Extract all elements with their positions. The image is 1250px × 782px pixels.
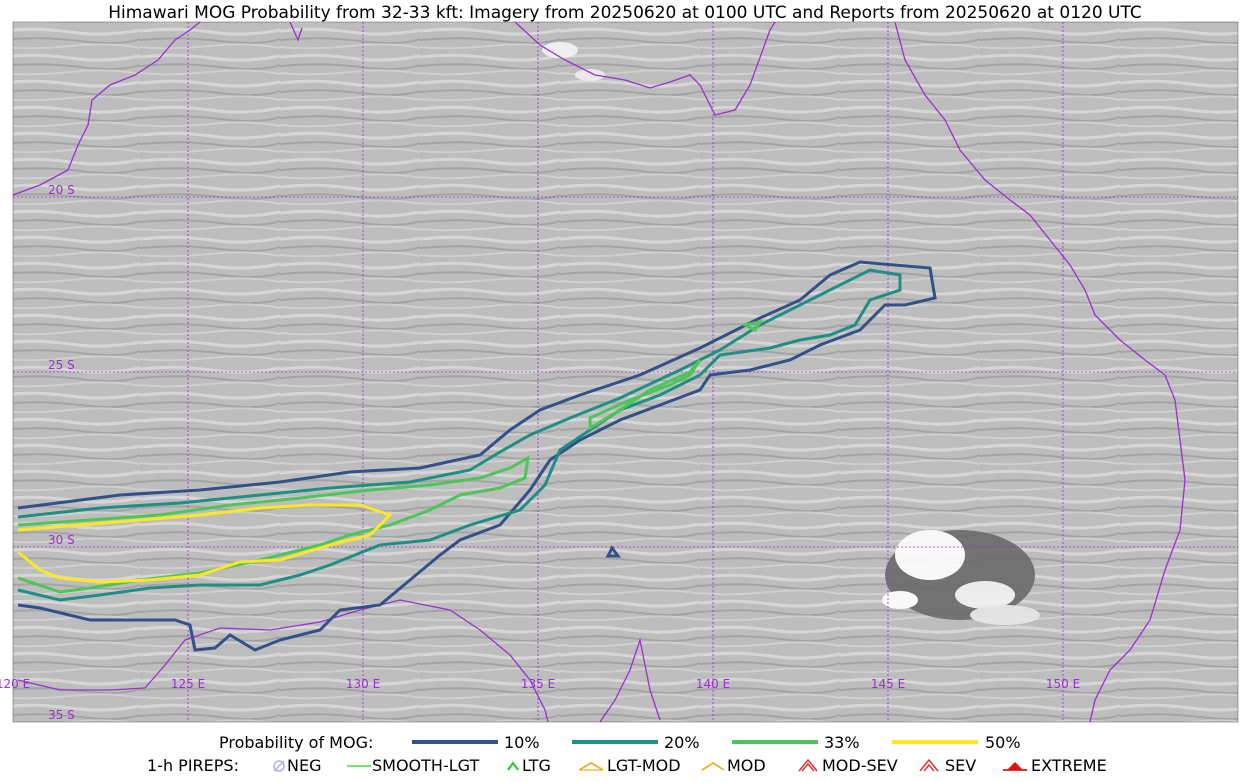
extreme-icon — [1003, 762, 1027, 771]
legend-swatch-20 — [572, 740, 658, 744]
pireps-legend-label: 1-h PIREPS: — [147, 756, 239, 775]
pirep-label-lgt-mod: LGT-MOD — [607, 756, 681, 775]
map-title: Himawari MOG Probability from 32-33 kft:… — [108, 3, 1142, 23]
mog-contour-20 — [17, 268, 902, 602]
lon-label-130e: 130 E — [346, 677, 380, 691]
lat-labels: 20 S 25 S 30 S 35 S — [48, 183, 75, 722]
lon-label-135e: 135 E — [521, 677, 555, 691]
lat-label-30s: 30 S — [48, 533, 75, 547]
pirep-label-mod-sev: MOD-SEV — [822, 756, 898, 775]
map-frame — [12, 21, 1239, 723]
mod-icon — [701, 761, 725, 771]
convective-cloud-cluster — [542, 42, 1040, 625]
mog-contour-10 — [17, 260, 937, 652]
mod-sev-icon — [798, 758, 818, 772]
legend-label-50: 50% — [985, 733, 1021, 752]
legend-swatch-50 — [892, 740, 978, 744]
pirep-label-mod: MOD — [727, 756, 766, 775]
lat-label-25s: 25 S — [48, 358, 75, 372]
pireps-legend: 1-h PIREPS: NEG SMOOTH-LGT LTG LGT-MOD M… — [0, 756, 1250, 778]
pirep-label-extreme: EXTREME — [1031, 756, 1107, 775]
legend-label-20: 20% — [664, 733, 700, 752]
lon-label-120e: 120 E — [0, 677, 30, 691]
graticule — [13, 22, 1238, 722]
pirep-label-neg: NEG — [287, 756, 322, 775]
lon-label-150e: 150 E — [1046, 677, 1080, 691]
probability-legend: Probability of MOG: 10% 20% 33% 50% — [0, 733, 1250, 755]
legend-swatch-10 — [412, 740, 498, 744]
probability-legend-label: Probability of MOG: — [219, 733, 374, 752]
mog-contour-33 — [17, 319, 764, 594]
lon-label-125e: 125 E — [171, 677, 205, 691]
sev-icon — [919, 758, 939, 772]
neg-icon — [273, 760, 285, 772]
legend-label-33: 33% — [824, 733, 860, 752]
coastline — [12, 21, 1186, 723]
mog-contour-50 — [17, 503, 393, 584]
ltg-icon — [507, 761, 519, 771]
legend-swatch-33 — [732, 740, 818, 744]
pirep-label-ltg: LTG — [522, 756, 551, 775]
lon-labels: 120 E 125 E 130 E 135 E 140 E 145 E 150 … — [0, 677, 1080, 691]
lat-label-35s: 35 S — [48, 708, 75, 722]
lgt-mod-icon — [578, 761, 604, 771]
lat-label-20s: 20 S — [48, 183, 75, 197]
legend-label-10: 10% — [504, 733, 540, 752]
pirep-label-smooth-lgt: SMOOTH-LGT — [372, 756, 480, 775]
lon-label-140e: 140 E — [696, 677, 730, 691]
pirep-label-sev: SEV — [945, 756, 977, 775]
lon-label-145e: 145 E — [871, 677, 905, 691]
smooth-lgt-icon — [347, 765, 371, 767]
